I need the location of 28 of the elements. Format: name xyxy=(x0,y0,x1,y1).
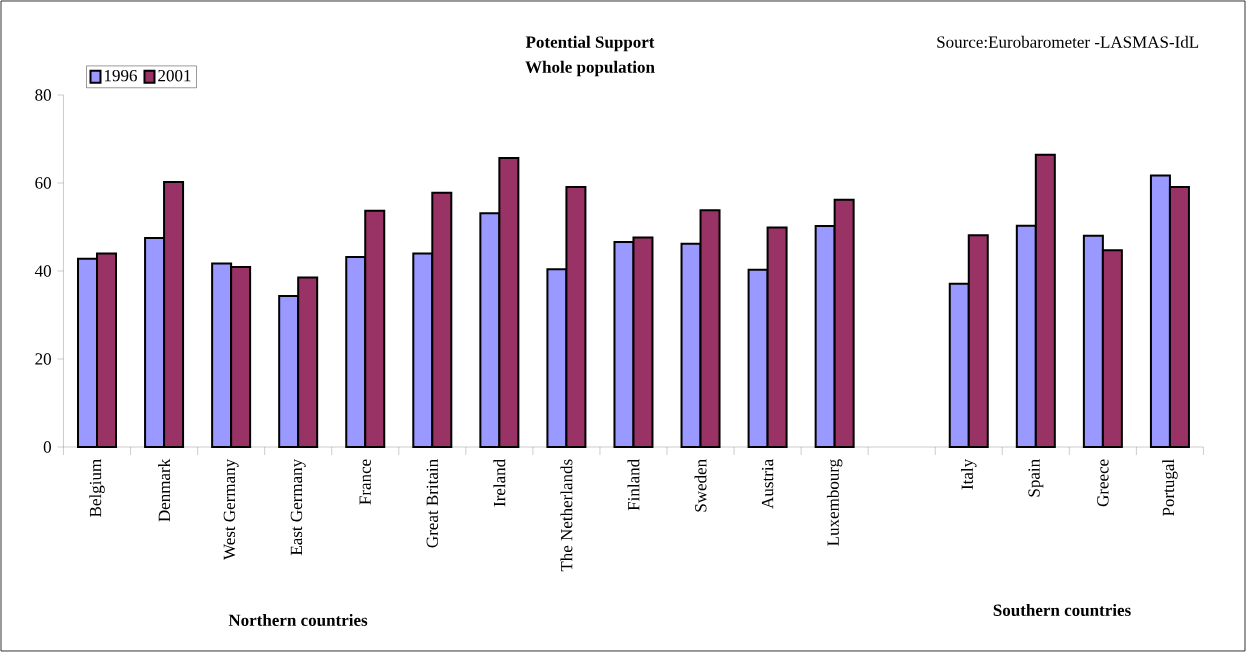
y-tick-label: 0 xyxy=(43,441,51,453)
y-tick-label: 40 xyxy=(34,265,51,277)
y-tick-label: 60 xyxy=(35,177,51,189)
x-tick-label: Luxembourg xyxy=(826,459,843,546)
x-tick-label: Finland xyxy=(627,459,640,511)
x-tick-label: West Germany xyxy=(223,458,239,560)
source-note: Source:Eurobarometer -LASMAS-IdL xyxy=(937,35,1199,48)
y-tick-label: 80 xyxy=(35,89,51,101)
x-tick-label: Portugal xyxy=(1162,459,1178,516)
x-tick-label: Ireland xyxy=(493,459,506,507)
chart-title: Potential Support xyxy=(525,35,655,52)
x-tick-label: The Netherlands xyxy=(560,459,573,572)
x-tick-label: Greece xyxy=(1097,459,1109,507)
x-tick-label: Spain xyxy=(1028,459,1044,497)
x-tick-label: France xyxy=(359,459,371,505)
x-tick-label: Austria xyxy=(761,459,774,509)
legend-label: 1996 xyxy=(104,69,137,82)
y-tick-label: 20 xyxy=(35,353,51,365)
legend-label: 2001 xyxy=(158,69,191,82)
x-tick-label: Sweden xyxy=(694,459,707,512)
text: Southern countries xyxy=(993,603,1131,616)
chart-subtitle: Whole population xyxy=(525,60,655,77)
x-tick-label: Great Britain xyxy=(426,459,439,548)
x-tick-label: Belgium xyxy=(89,459,105,517)
x-tick-label: Denmark xyxy=(158,458,171,522)
text: Northern countries xyxy=(228,613,368,626)
x-tick-label: Italy xyxy=(961,458,977,490)
x-tick-label: East Germany xyxy=(290,458,306,556)
